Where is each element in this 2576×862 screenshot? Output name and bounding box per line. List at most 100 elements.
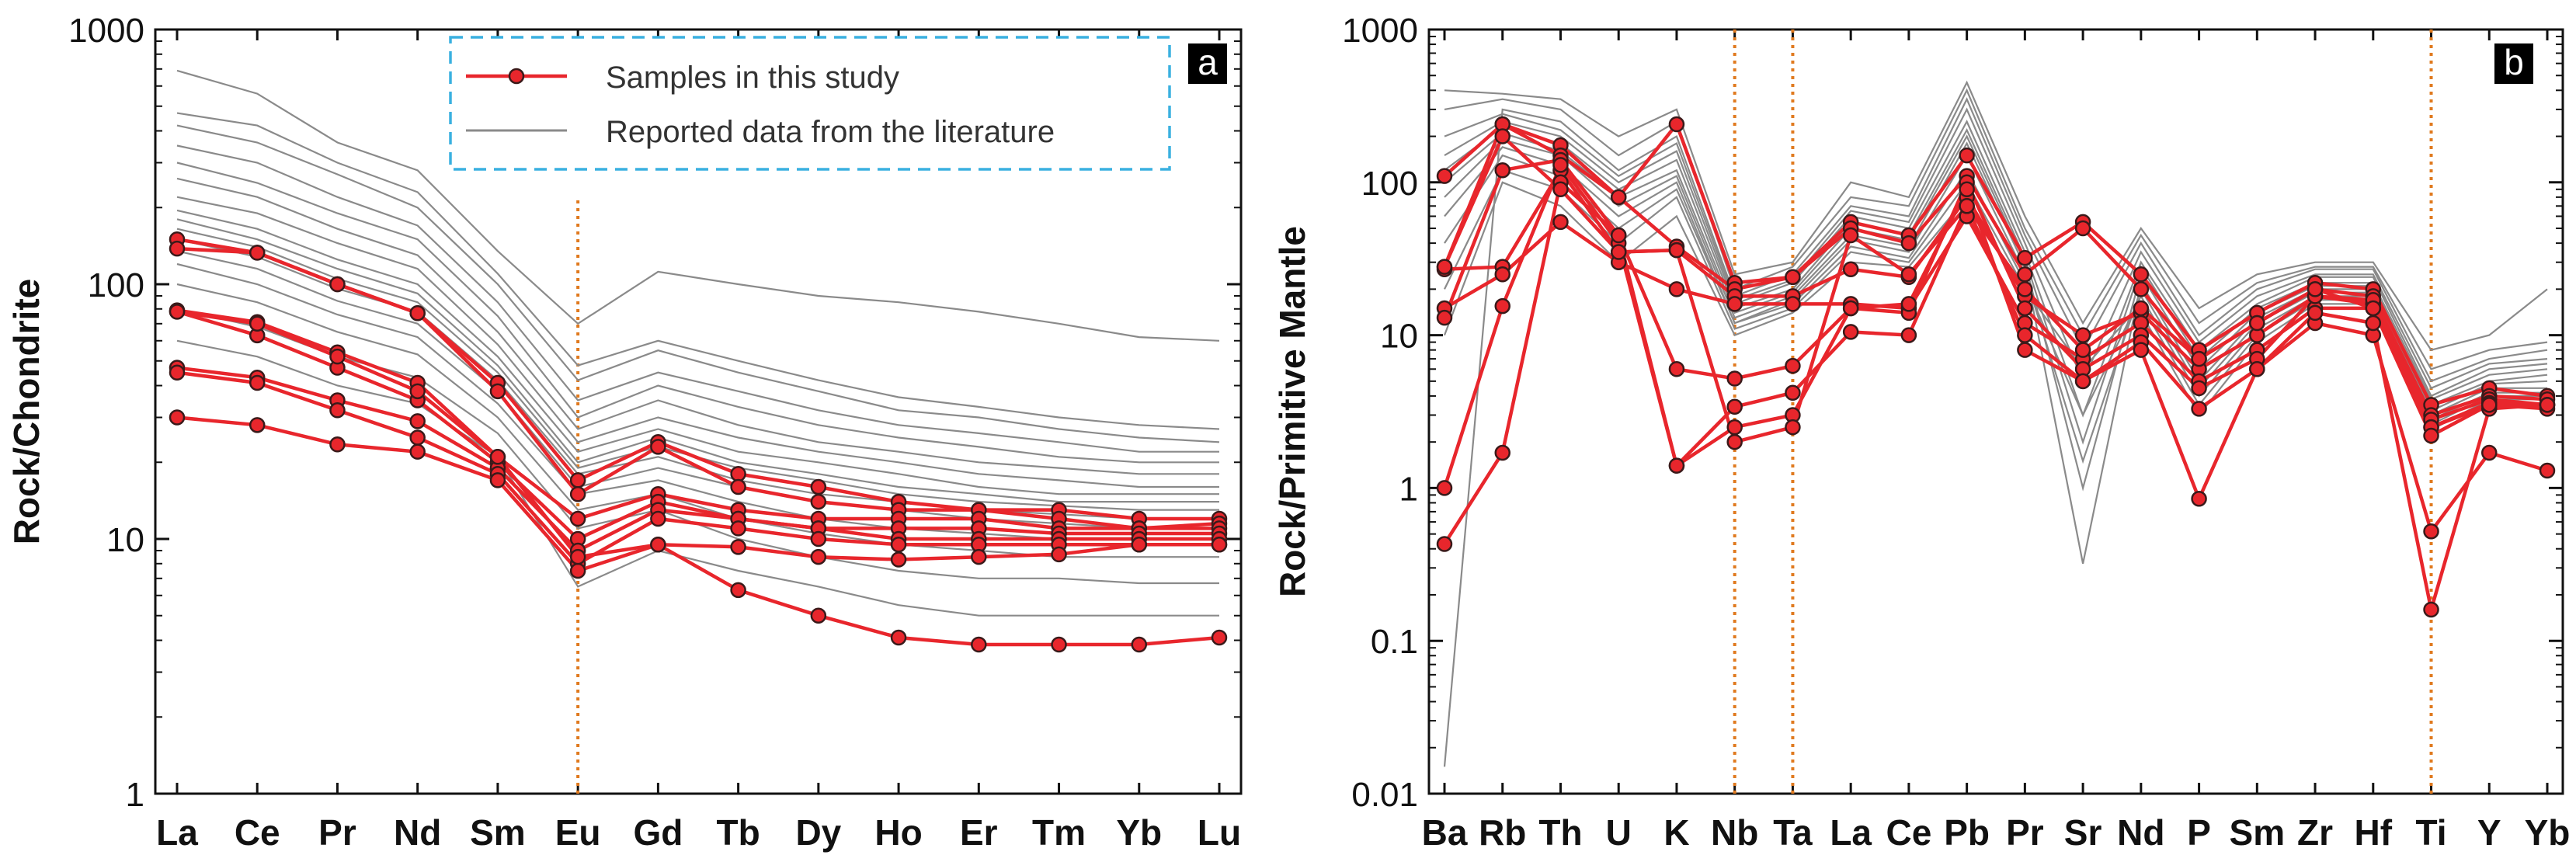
sample-data-point xyxy=(810,478,827,495)
x-tick-label: U xyxy=(1606,812,1632,853)
sample-data-point xyxy=(730,478,746,495)
sample-data-point xyxy=(409,383,426,400)
sample-data-point xyxy=(409,304,426,322)
sample-data-point xyxy=(650,510,666,527)
x-tick-label: Ti xyxy=(2415,812,2446,853)
sample-data-point xyxy=(1959,181,1975,198)
x-tick-label: Gd xyxy=(633,812,683,853)
sample-data-point xyxy=(2017,300,2033,317)
sample-data-point xyxy=(2017,327,2033,343)
literature-series-line xyxy=(1444,88,2548,370)
x-tick-label: Tm xyxy=(1032,812,1086,853)
x-tick-label: Zr xyxy=(2297,812,2333,853)
x-tick-label: Nd xyxy=(2117,812,2164,853)
y-tick-label: 0.01 xyxy=(1351,776,1418,814)
sample-data-point xyxy=(2191,380,2207,397)
sample-data-point xyxy=(810,493,827,510)
sample-data-point xyxy=(810,530,827,547)
sample-data-point xyxy=(2191,401,2207,417)
x-tick-label: Ce xyxy=(235,812,280,853)
sample-data-point xyxy=(2017,281,2033,297)
sample-data-point xyxy=(1726,370,1743,387)
sample-data-point xyxy=(2191,350,2207,367)
literature-series-line xyxy=(1443,97,2548,767)
sample-data-point xyxy=(329,276,346,293)
literature-series-line xyxy=(176,124,1220,443)
x-tick-label: Pr xyxy=(2006,812,2044,853)
sample-data-point xyxy=(489,472,506,488)
panel-label-box xyxy=(2494,43,2533,84)
sample-series-line xyxy=(1442,133,2547,444)
sample-data-point xyxy=(1959,198,1975,214)
x-tick-label: Hf xyxy=(2355,812,2393,853)
sample-data-point xyxy=(730,520,746,537)
series-layer xyxy=(1436,80,2556,767)
y-axis-label: Rock/Primitive Mantle xyxy=(1272,226,1312,597)
sample-data-point xyxy=(730,539,746,555)
x-tick-label: Pb xyxy=(1944,812,1990,853)
sample-data-point xyxy=(569,485,586,502)
sample-data-point xyxy=(730,582,746,599)
panel-label: b xyxy=(2504,42,2524,82)
sample-data-point xyxy=(1436,259,1453,275)
sample-data-point xyxy=(569,548,586,565)
sample-data-point xyxy=(1552,181,1569,198)
sample-data-point xyxy=(1842,227,1859,244)
sample-data-point xyxy=(890,629,907,646)
sample-data-point xyxy=(1959,147,1975,164)
sample-series-line xyxy=(176,308,1219,530)
sample-data-point xyxy=(1494,266,1510,283)
sample-data-point xyxy=(1668,242,1685,259)
literature-series-line xyxy=(1444,107,2548,390)
y-tick-label: 1 xyxy=(126,776,144,814)
sample-series-line xyxy=(176,370,1219,566)
x-tick-label: Sm xyxy=(470,812,526,853)
x-tick-label: Rb xyxy=(1479,812,1526,853)
literature-series-line xyxy=(1444,120,2548,418)
sample-data-point xyxy=(1051,636,1067,653)
sample-data-point xyxy=(1436,168,1453,184)
y-tick-label: 1 xyxy=(1399,470,1418,508)
sample-data-point xyxy=(1668,116,1685,133)
sample-data-point xyxy=(971,636,987,653)
literature-series-line xyxy=(176,196,1219,488)
sample-data-point xyxy=(2539,397,2556,413)
literature-series-line xyxy=(1444,146,2547,464)
literature-series-line xyxy=(176,162,1219,464)
panel-label: a xyxy=(1198,42,1218,82)
sample-series-line xyxy=(176,310,1219,541)
sample-data-point xyxy=(409,413,426,429)
sample-data-point xyxy=(1900,235,1917,252)
sample-data-point xyxy=(329,348,346,365)
sample-data-point xyxy=(569,472,586,488)
sample-data-point xyxy=(650,439,666,455)
literature-series-line xyxy=(176,69,1220,342)
y-axis-label: Rock/Chondrite xyxy=(6,279,47,544)
panel-a: 1 10 100 1000 Rock/Chondrite La Ce Pr Nd Sm Eu Gd Tb… xyxy=(6,12,1243,853)
sample-data-point xyxy=(1726,433,1743,450)
x-tick-label: Sr xyxy=(2064,812,2102,853)
sample-data-point xyxy=(1610,227,1627,244)
y-tick-label: 1000 xyxy=(68,12,144,50)
sample-data-point xyxy=(1785,296,1801,312)
sample-data-point xyxy=(2133,342,2150,358)
sample-data-point xyxy=(1842,300,1859,317)
x-tick-label: Th xyxy=(1538,812,1582,853)
literature-series-line xyxy=(176,250,1219,530)
series-layer xyxy=(169,69,1228,653)
legend-sample-marker xyxy=(508,68,525,85)
sample-data-point xyxy=(971,548,987,565)
sample-series-line xyxy=(176,415,1219,573)
sample-data-point xyxy=(2307,304,2324,322)
sample-data-point xyxy=(569,562,586,579)
y-tick-label: 10 xyxy=(1380,318,1418,356)
literature-series-line xyxy=(176,177,1219,475)
sample-data-point xyxy=(409,443,426,460)
sample-data-point xyxy=(169,409,186,426)
sample-data-point xyxy=(1785,357,1801,374)
literature-series-line xyxy=(176,339,1219,617)
sample-data-point xyxy=(2423,427,2439,444)
sample-data-point xyxy=(1436,536,1453,552)
sample-data-point xyxy=(2249,361,2265,377)
sample-data-point xyxy=(2481,397,2498,413)
